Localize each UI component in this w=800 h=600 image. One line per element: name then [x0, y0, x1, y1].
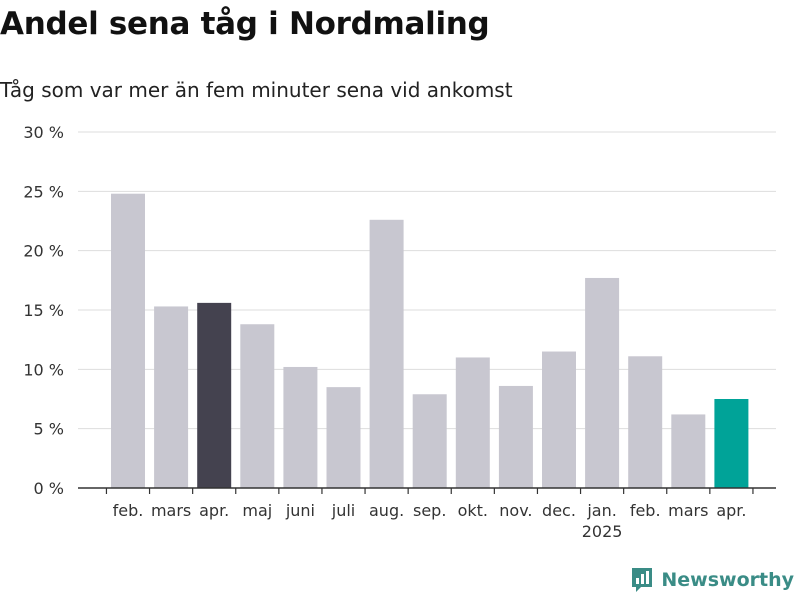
x-tick-label: mars [151, 501, 191, 520]
newsworthy-logo: Newsworthy [630, 566, 794, 594]
bar [197, 302, 232, 488]
chart-subtitle: Tåg som var mer än fem minuter sena vid … [0, 78, 513, 102]
brand-name: Newsworthy [661, 569, 794, 591]
bar [671, 414, 706, 488]
x-tick-label: feb. [113, 501, 144, 520]
x-tick-label: sep. [413, 501, 446, 520]
bar [455, 357, 490, 488]
y-axis-labels: 0 % 5 % 10 % 15 % 20 % 25 % 30 % [23, 123, 64, 498]
bar [498, 385, 533, 488]
bar [369, 219, 404, 488]
bar [714, 399, 749, 488]
y-tick-label: 20 % [23, 242, 64, 261]
x-tick-label: dec. [542, 501, 576, 520]
x-tick-label: maj [242, 501, 272, 520]
y-tick-label: 5 % [34, 420, 64, 439]
bar [326, 387, 361, 488]
y-tick-label: 15 % [23, 301, 64, 320]
y-tick-label: 25 % [23, 182, 64, 201]
x-tick-label: apr. [716, 501, 746, 520]
bars [111, 193, 749, 488]
bar [154, 306, 189, 488]
x-tick-label: okt. [458, 501, 488, 520]
bar [283, 366, 318, 488]
x-axis [78, 487, 776, 494]
x-axis-labels: feb. mars apr. maj juni juli aug. sep. okt. nov. d… [113, 501, 747, 541]
bar [628, 356, 663, 488]
bar [111, 193, 145, 488]
bar [542, 351, 576, 488]
x-tick-label: juni [285, 501, 315, 520]
x-tick-label: apr. [199, 501, 229, 520]
bar-chart-logo-icon [632, 568, 653, 592]
x-tick-label: jan. [586, 501, 616, 520]
y-tick-label: 10 % [23, 360, 64, 379]
x-tick-label: aug. [369, 501, 404, 520]
bar [412, 394, 447, 488]
chart-title: Andel sena tåg i Nordmaling [0, 6, 490, 42]
bar [240, 324, 275, 488]
x-tick-label: juli [331, 501, 355, 520]
x-tick-label: nov. [499, 501, 532, 520]
x-tick-label: feb. [630, 501, 661, 520]
y-tick-label: 30 % [23, 123, 64, 142]
y-tick-label: 0 % [34, 479, 64, 498]
bar [585, 277, 620, 488]
x-year-label: 2025 [582, 522, 623, 541]
x-tick-label: mars [668, 501, 708, 520]
